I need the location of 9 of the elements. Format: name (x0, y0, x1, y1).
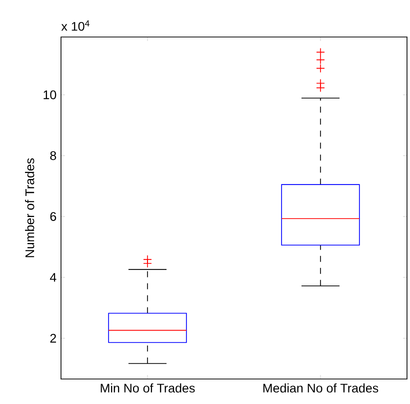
x-tick-label: Median No of Trades (263, 383, 378, 393)
y-tick-label: 2 (50, 334, 56, 343)
y-tick-label: 8 (50, 151, 56, 160)
y-tick-label: 10 (44, 90, 56, 100)
x-tick-label: Min No of Trades (100, 383, 195, 393)
text: x 10$^{4}$ (61, 20, 90, 31)
y-tick-label: 4 (50, 273, 56, 282)
y-axis-title: Number of Trades (25, 158, 34, 258)
y-tick-label: 6 (50, 212, 56, 221)
